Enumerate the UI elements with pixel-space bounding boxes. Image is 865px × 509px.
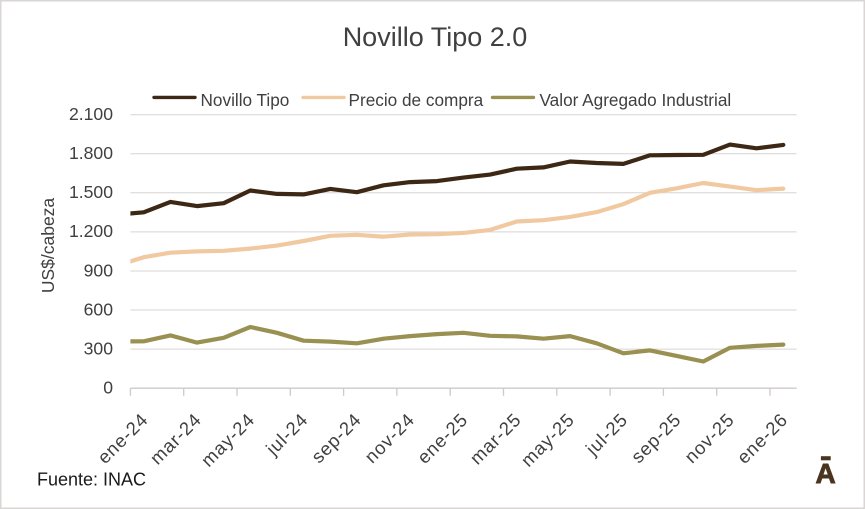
svg-text:Novillo Tipo 2.0: Novillo Tipo 2.0 [343,22,528,52]
svg-text:may-25: may-25 [517,409,579,471]
svg-text:1.800: 1.800 [69,143,113,163]
svg-text:jul-24: jul-24 [261,409,312,460]
svg-text:jul-25: jul-25 [581,409,632,460]
svg-text:nov-24: nov-24 [360,409,418,467]
svg-text:Fuente: INAC: Fuente: INAC [37,470,146,490]
svg-text:nov-25: nov-25 [680,409,738,467]
svg-text:300: 300 [84,338,114,358]
svg-text:US$/cabeza: US$/cabeza [38,198,58,294]
svg-text:mar-25: mar-25 [465,409,525,469]
svg-text:ene-26: ene-26 [733,409,792,468]
svg-text:900: 900 [84,260,114,280]
svg-text:Novillo Tipo: Novillo Tipo [201,90,290,110]
svg-text:mar-24: mar-24 [146,409,206,469]
svg-text:ene-24: ene-24 [93,409,152,468]
svg-text:Precio de compra: Precio de compra [349,90,484,110]
svg-text:1.500: 1.500 [69,182,113,202]
svg-text:A: A [815,458,835,489]
svg-text:0: 0 [103,378,113,398]
svg-text:may-24: may-24 [197,409,259,471]
svg-text:2.100: 2.100 [69,104,113,124]
svg-text:sep-25: sep-25 [627,409,685,467]
svg-text:600: 600 [84,299,114,319]
svg-text:Valor Agregado Industrial: Valor Agregado Industrial [540,90,732,110]
svg-text:ene-25: ene-25 [413,409,472,468]
svg-text:sep-24: sep-24 [307,409,365,467]
svg-text:1.200: 1.200 [69,221,113,241]
